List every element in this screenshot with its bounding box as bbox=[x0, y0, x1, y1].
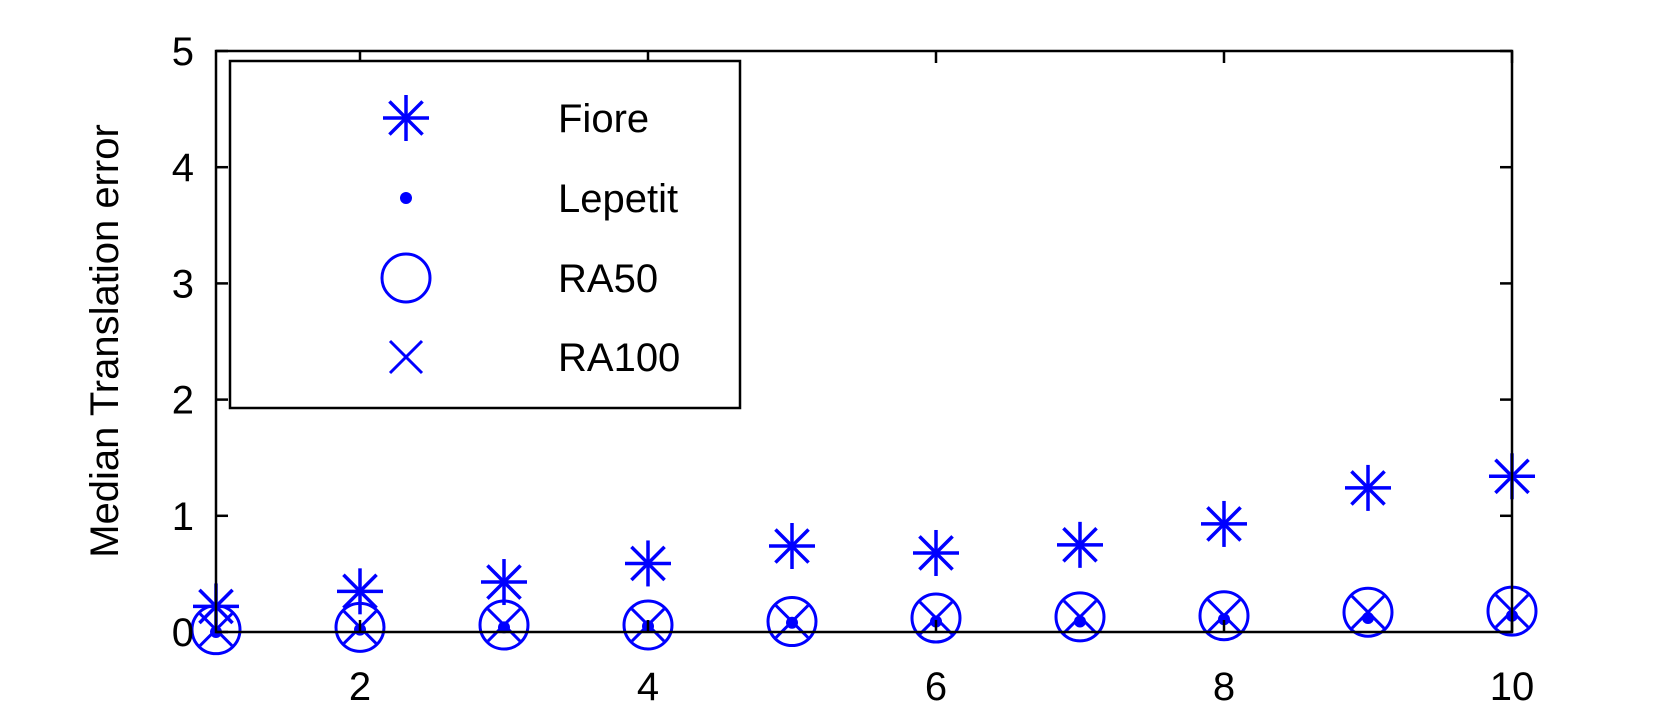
point-ra100-8 bbox=[1206, 598, 1242, 633]
y-tick-label: 5 bbox=[172, 30, 194, 74]
point-ra50-7 bbox=[1054, 591, 1106, 643]
point-ra50-5 bbox=[766, 596, 818, 648]
point-fiore-2 bbox=[337, 568, 383, 615]
point-ra100-9 bbox=[1350, 595, 1386, 630]
point-fiore-9 bbox=[1345, 464, 1391, 511]
axis-ticks bbox=[216, 49, 1514, 634]
point-fiore-7 bbox=[1057, 521, 1103, 568]
legend-marker-ra50 bbox=[380, 252, 432, 304]
y-axis-label: Median Translation error bbox=[83, 124, 127, 558]
legend: Fiore Lepetit RA50 RA100 bbox=[228, 59, 742, 410]
y-tick-label: 0 bbox=[172, 611, 194, 655]
point-ra50-2 bbox=[334, 601, 386, 653]
legend-marker-ra100 bbox=[388, 339, 424, 375]
point-ra100-6 bbox=[918, 600, 954, 636]
legend-label-ra50: RA50 bbox=[558, 257, 658, 301]
legend-label-ra100: RA100 bbox=[558, 336, 680, 380]
legend-box bbox=[228, 59, 742, 410]
x-tick-label: 6 bbox=[925, 665, 947, 707]
point-fiore-8 bbox=[1201, 500, 1247, 547]
x-tick-label: 4 bbox=[637, 665, 659, 707]
tick-labels: 2 4 6 8 10 0 1 2 3 4 5 bbox=[172, 30, 1535, 707]
point-ra100-3 bbox=[486, 607, 522, 643]
point-lepetit-8 bbox=[1218, 613, 1230, 626]
y-tick-label: 3 bbox=[172, 262, 194, 306]
point-ra50-3 bbox=[478, 599, 530, 651]
point-lepetit-3 bbox=[498, 621, 510, 634]
legend-marker-fiore bbox=[383, 95, 429, 141]
x-tick-label: 8 bbox=[1213, 665, 1235, 707]
data-marks bbox=[190, 453, 1538, 656]
point-fiore-4 bbox=[625, 540, 671, 587]
point-ra100-7 bbox=[1062, 599, 1098, 634]
legend-marker-lepetit bbox=[400, 192, 412, 204]
point-fiore-6 bbox=[913, 529, 959, 576]
x-tick-label: 2 bbox=[349, 665, 371, 707]
legend-label-fiore: Fiore bbox=[558, 97, 649, 141]
x-tick-label: 10 bbox=[1490, 665, 1535, 707]
point-fiore-5 bbox=[769, 523, 815, 570]
axes-box bbox=[214, 49, 1514, 634]
point-ra50-9 bbox=[1342, 586, 1394, 638]
point-ra50-8 bbox=[1198, 590, 1250, 642]
legend-label-lepetit: Lepetit bbox=[558, 177, 678, 221]
y-tick-label: 4 bbox=[172, 146, 194, 190]
y-tick-label: 2 bbox=[172, 379, 194, 423]
y-tick-label: 1 bbox=[172, 495, 194, 539]
point-ra50-4 bbox=[622, 599, 674, 651]
point-ra50-6 bbox=[910, 592, 962, 644]
point-fiore-3 bbox=[481, 559, 527, 606]
